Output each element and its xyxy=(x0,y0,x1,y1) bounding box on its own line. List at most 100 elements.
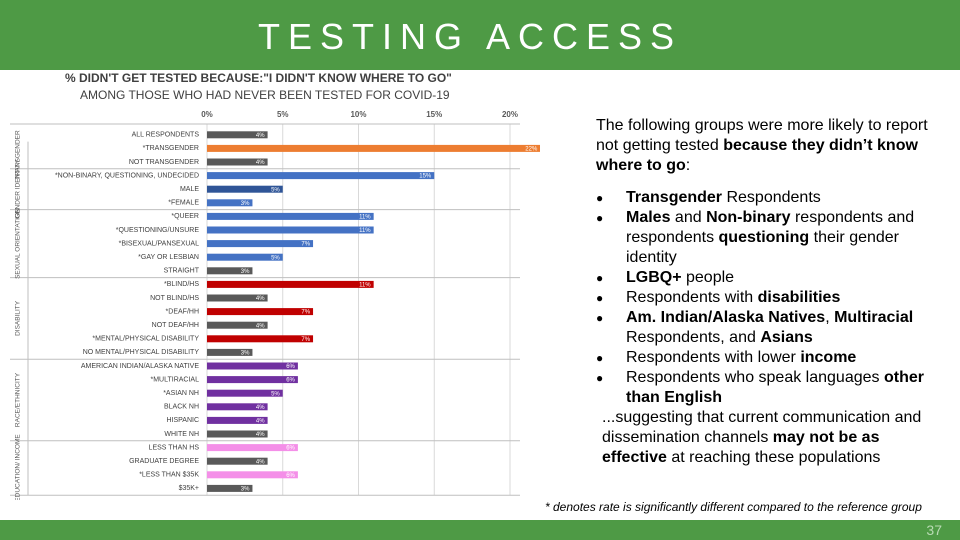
y-tick-label: STRAIGHT xyxy=(164,268,200,275)
value-label: 7% xyxy=(301,337,310,343)
text-run: Respondents with xyxy=(626,289,758,306)
value-label: 5% xyxy=(271,187,280,193)
text-run: LGBQ+ xyxy=(626,269,682,286)
value-label: 3% xyxy=(241,350,250,356)
value-label: 3% xyxy=(241,486,250,492)
text-run: : xyxy=(685,157,691,174)
group-label: SEXUAL ORIENTATION xyxy=(15,208,22,279)
bullet: Respondents who speak languages other th… xyxy=(596,368,946,408)
bar xyxy=(207,471,298,479)
bar xyxy=(207,444,298,452)
bar xyxy=(207,185,283,193)
y-tick-label: NOT DEAF/HH xyxy=(152,322,199,329)
value-label: 3% xyxy=(241,269,250,275)
value-label: 5% xyxy=(271,255,280,261)
y-tick-label: LESS THAN HS xyxy=(149,444,200,451)
bar xyxy=(207,280,374,288)
text-run: ...suggesting that current communication… xyxy=(602,409,922,446)
text-run: Transgender xyxy=(626,189,723,206)
y-tick-label: *QUESTIONING/UNSURE xyxy=(116,227,200,234)
y-tick-label: *LESS THAN $35K xyxy=(139,472,199,479)
closing: ...suggesting that current communication… xyxy=(602,408,946,468)
group-label: GENDER IDENTITY xyxy=(15,159,22,219)
value-label: 4% xyxy=(256,459,265,465)
chart-subtitle: AMONG THOSE WHO HAD NEVER BEEN TESTED FO… xyxy=(80,88,450,102)
bullet: Respondents with disabilities xyxy=(596,288,946,308)
bar xyxy=(207,416,268,424)
chart-title: % DIDN'T GET TESTED BECAUSE:"I DIDN'T KN… xyxy=(65,71,452,85)
bar xyxy=(207,172,435,180)
bullet: LGBQ+ people xyxy=(596,268,946,288)
bar xyxy=(207,253,283,261)
bar xyxy=(207,484,253,492)
bar xyxy=(207,158,268,166)
text-run: income xyxy=(800,349,857,366)
y-tick-label: *ASIAN NH xyxy=(163,390,199,397)
text-run: other than English xyxy=(626,369,924,406)
page-number: 37 xyxy=(926,522,942,538)
bar xyxy=(207,362,298,370)
text-run: because they didn’t know where to go xyxy=(596,137,918,174)
value-label: 4% xyxy=(256,418,265,424)
text-run: respondents and respondents xyxy=(626,209,915,246)
text-panel: The following groups were more likely to… xyxy=(596,116,946,468)
value-label: 3% xyxy=(241,201,250,207)
y-tick-label: *DEAF/HH xyxy=(166,308,199,315)
bullet-list: Transgender RespondentsMales and Non-bin… xyxy=(596,188,946,408)
value-label: 6% xyxy=(286,473,295,479)
bullet: Am. Indian/Alaska Natives, Multiracial R… xyxy=(596,308,946,348)
bar xyxy=(207,348,253,356)
text-run: their gender identity xyxy=(626,229,900,266)
y-tick-label: GRADUATE DEGREE xyxy=(129,458,199,465)
value-label: 22% xyxy=(525,146,538,152)
y-tick-label: $35K+ xyxy=(179,485,199,492)
bar xyxy=(207,430,268,438)
text-run: people xyxy=(681,269,735,286)
bar xyxy=(207,335,314,343)
text-run: The following groups were more likely to… xyxy=(596,117,928,154)
bar xyxy=(207,240,314,248)
value-label: 6% xyxy=(286,446,295,452)
value-label: 15% xyxy=(419,174,432,180)
y-tick-label: NOT TRANSGENDER xyxy=(129,159,199,166)
x-tick-label: 5% xyxy=(277,110,289,119)
y-tick-label: *BLIND/HS xyxy=(164,281,199,288)
bar xyxy=(207,144,540,152)
group-label: TRANSGENDER xyxy=(15,130,22,180)
bullet: Respondents with lower income xyxy=(596,348,946,368)
x-tick-label: 20% xyxy=(502,110,518,119)
group-label: DISABILITY xyxy=(15,300,22,336)
value-label: 4% xyxy=(256,296,265,302)
y-tick-label: WHITE NH xyxy=(164,431,199,438)
value-label: 4% xyxy=(256,432,265,438)
bullet: Transgender Respondents xyxy=(596,188,946,208)
text-run: Respondents who speak languages xyxy=(626,369,884,386)
bar xyxy=(207,308,314,316)
text-run: may not be as effective xyxy=(602,429,880,466)
bar xyxy=(207,457,268,465)
value-label: 7% xyxy=(301,310,310,316)
value-label: 11% xyxy=(359,228,371,234)
bar xyxy=(207,321,268,329)
intro: The following groups were more likely to… xyxy=(596,116,946,176)
bullet: Males and Non-binary respondents and res… xyxy=(596,208,946,268)
text-run: Respondents with lower xyxy=(626,349,801,366)
y-tick-label: *BISEXUAL/PANSEXUAL xyxy=(119,240,200,247)
text-run: Multiracial xyxy=(834,309,914,326)
value-label: 7% xyxy=(301,242,310,248)
value-label: 4% xyxy=(256,323,265,329)
text-run: , xyxy=(825,309,835,326)
y-tick-label: *NON-BINARY, QUESTIONING, UNDECIDED xyxy=(55,172,199,179)
y-tick-label: *FEMALE xyxy=(168,200,199,207)
bar xyxy=(207,212,374,220)
y-tick-label: *GAY OR LESBIAN xyxy=(138,254,199,261)
y-tick-label: *MENTAL/PHYSICAL DISABILITY xyxy=(92,336,199,343)
bar xyxy=(207,199,253,207)
text-run: and xyxy=(670,209,707,226)
y-tick-label: *QUEER xyxy=(171,213,199,220)
y-tick-label: NO MENTAL/PHYSICAL DISABILITY xyxy=(83,349,200,356)
text-run: disabilities xyxy=(757,289,841,306)
value-label: 11% xyxy=(359,214,371,220)
y-tick-label: AMERICAN INDIAN/ALASKA NATIVE xyxy=(81,363,199,370)
